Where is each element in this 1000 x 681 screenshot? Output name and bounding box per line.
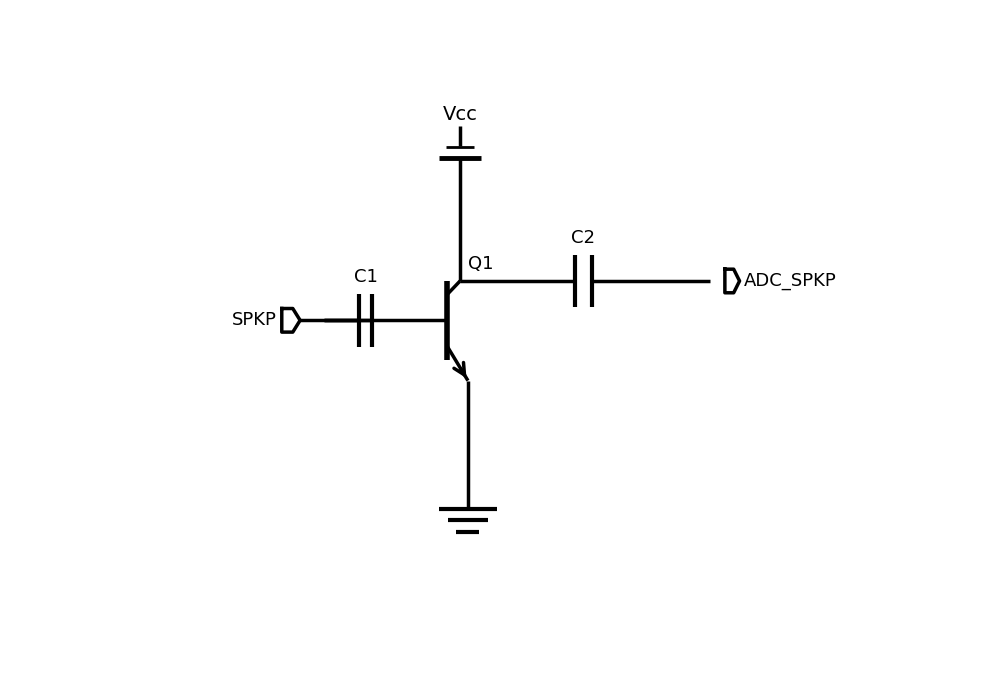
Text: C2: C2 [571, 229, 595, 247]
Text: Q1: Q1 [468, 255, 493, 273]
Text: ADC_SPKP: ADC_SPKP [744, 272, 837, 290]
Text: Vcc: Vcc [443, 105, 478, 124]
Text: C1: C1 [354, 268, 378, 286]
Text: SPKP: SPKP [232, 311, 277, 330]
